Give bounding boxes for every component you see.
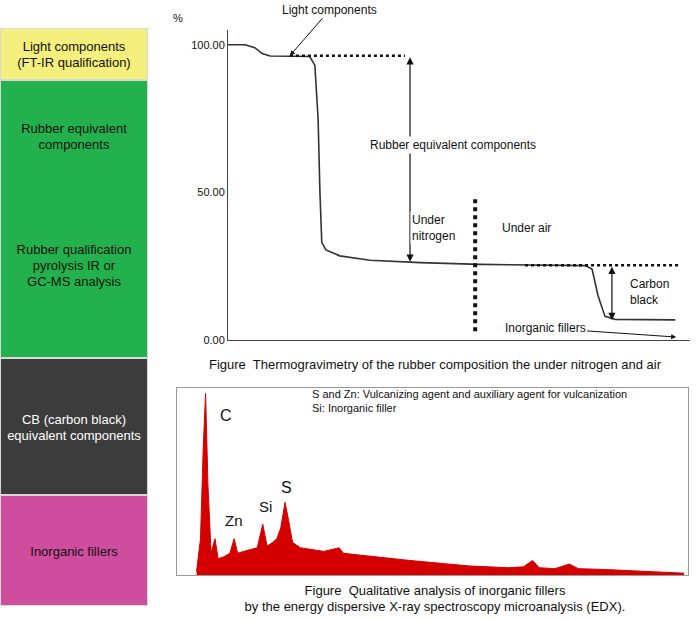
html-text:Rubber qualification: Rubber qualification bbox=[16, 241, 132, 257]
svg-text:S and Zn: Vulcanizing agent an: S and Zn: Vulcanizing agent and auxiliar… bbox=[312, 388, 627, 414]
html-text:Figure Thermogravimetry of the: Figure Thermogravimetry of the rubber co… bbox=[208, 357, 661, 372]
svg-text:Inorganic fillers: Inorganic fillers bbox=[505, 321, 586, 335]
svg-text:Light components: Light components bbox=[282, 3, 377, 17]
svg-text:Rubber equivalent components: Rubber equivalent components bbox=[370, 138, 536, 152]
svg-text:100.00: 100.00 bbox=[191, 39, 225, 51]
svg-text:50.00: 50.00 bbox=[197, 186, 225, 198]
svg-text:Carbonblack: Carbonblack bbox=[630, 277, 669, 307]
html-text:Inorganic fillers: Inorganic fillers bbox=[30, 543, 118, 559]
svg-text:S: S bbox=[281, 479, 292, 496]
svg-text:Undernitrogen: Undernitrogen bbox=[412, 213, 455, 243]
html-text:Figure Qualitative analysis of: Figure Qualitative analysis of inorganic… bbox=[244, 583, 626, 614]
svg-text:Zn: Zn bbox=[225, 512, 243, 529]
svg-text:C: C bbox=[220, 407, 232, 424]
svg-text:0.00: 0.00 bbox=[203, 334, 224, 346]
html-text:pyrolysis IR or: pyrolysis IR or bbox=[32, 257, 116, 273]
html-text:equivalent components: equivalent components bbox=[7, 427, 141, 443]
svg-text:Under air: Under air bbox=[502, 221, 551, 235]
html-text:Light components: Light components bbox=[22, 39, 126, 54]
svg-text:Si: Si bbox=[259, 498, 272, 515]
html-text:CB (carbon black): CB (carbon black) bbox=[22, 411, 126, 427]
svg-text:%: % bbox=[173, 12, 183, 24]
html-text:components: components bbox=[38, 136, 110, 152]
html-text:Rubber equivalent: Rubber equivalent bbox=[21, 120, 127, 136]
html-text:(FT-IR qualification): (FT-IR qualification) bbox=[17, 55, 131, 70]
html-text:GC-MS analysis: GC-MS analysis bbox=[27, 273, 121, 289]
